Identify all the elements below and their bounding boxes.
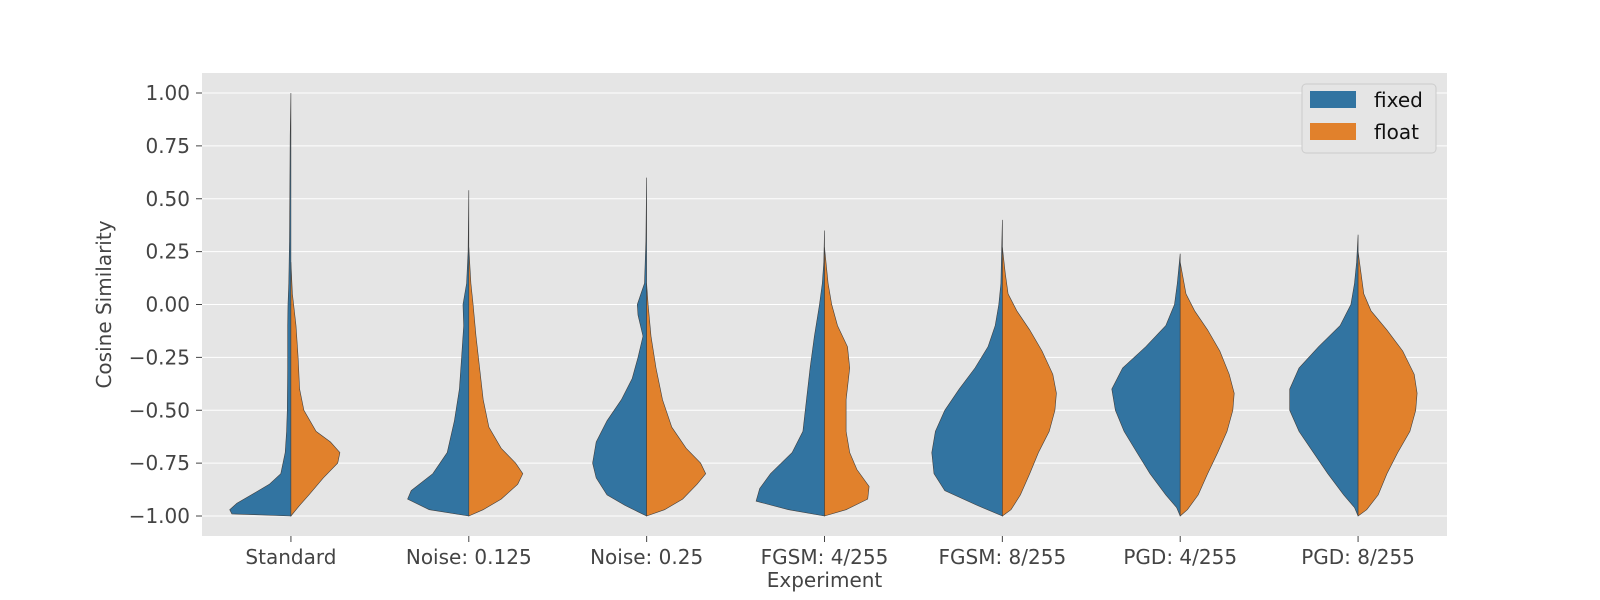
y-tick-label: −0.25	[129, 345, 190, 369]
x-tick-label: FGSM: 4/255	[761, 545, 889, 569]
float-violin	[824, 247, 870, 517]
x-tick-label: PGD: 8/255	[1301, 545, 1415, 569]
y-tick-label: 0.50	[145, 187, 190, 211]
float-violin	[646, 283, 707, 517]
legend-label: fixed	[1374, 88, 1423, 112]
y-tick-label: 1.00	[145, 81, 190, 105]
legend: fixed float	[1301, 83, 1437, 154]
x-tick-label: FGSM: 8/255	[939, 545, 1067, 569]
x-tick-label: Noise: 0.125	[406, 545, 532, 569]
fixed-violin	[229, 92, 292, 517]
legend-swatch	[1310, 123, 1356, 140]
y-axis-ticks: −1.00 −0.75 −0.50 −0.25 0.00 0.25 0.50 0.75 1.00	[129, 81, 202, 528]
legend-swatch	[1310, 91, 1356, 108]
x-tick-label: Standard	[245, 545, 336, 569]
y-tick-label: 0.00	[145, 293, 190, 317]
fixed-violin	[931, 219, 1003, 517]
float-violin	[290, 262, 341, 517]
x-axis-ticks: Standard Noise: 0.125 Noise: 0.25 FGSM: 4/2…	[245, 536, 1415, 569]
y-tick-label: 0.75	[145, 134, 190, 158]
violins	[229, 92, 1418, 517]
y-tick-label: −0.50	[129, 398, 190, 422]
y-axis-title: Cosine Similarity	[92, 220, 116, 388]
x-axis-title: Experiment	[767, 568, 883, 592]
fixed-violin	[1289, 234, 1359, 517]
x-tick-label: Noise: 0.25	[590, 545, 703, 569]
y-tick-label: −0.75	[129, 451, 190, 475]
float-violin	[1002, 247, 1057, 517]
float-violin	[1179, 262, 1235, 517]
x-tick-label: PGD: 4/255	[1123, 545, 1237, 569]
legend-label: float	[1374, 120, 1419, 144]
y-tick-label: −1.00	[129, 504, 190, 528]
float-violin	[468, 247, 524, 517]
fixed-violin	[592, 177, 647, 517]
fixed-violin	[755, 230, 825, 517]
fixed-violin	[1111, 253, 1181, 517]
y-tick-label: 0.25	[145, 240, 190, 264]
fixed-violin	[407, 190, 470, 517]
float-violin	[1357, 251, 1418, 517]
